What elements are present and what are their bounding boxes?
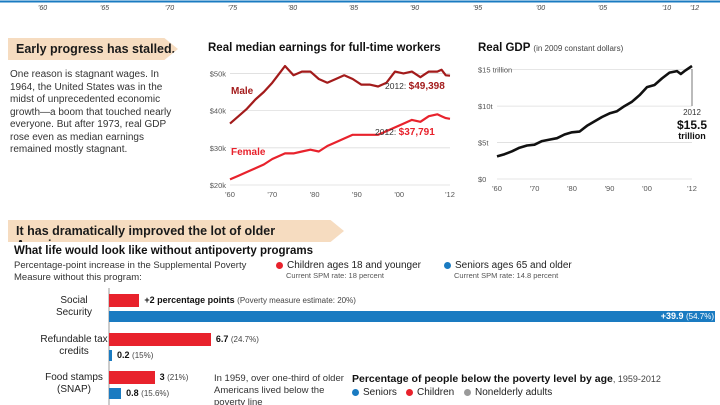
timeline-tick: '12 bbox=[690, 5, 699, 12]
series-line-female bbox=[229, 113, 451, 181]
x-tick-label: '90 bbox=[352, 190, 362, 199]
bar-value-label: 6.7 (24.7%) bbox=[215, 334, 259, 344]
antipoverty-title: What life would look like without antipo… bbox=[14, 245, 314, 257]
timeline-tick: '95 bbox=[473, 5, 482, 12]
male-label: Male bbox=[231, 86, 254, 97]
poverty-age-years: , 1959-2012 bbox=[612, 374, 661, 384]
timeline-tick: '80 bbox=[288, 5, 297, 12]
timeline-tick: '05 bbox=[598, 5, 607, 12]
age-seniors-label: Seniors bbox=[363, 387, 397, 398]
bar-seniors bbox=[109, 388, 122, 399]
program-label-2: Food stamps (SNAP) bbox=[45, 372, 103, 395]
bar-value-label: 0.2 (15%) bbox=[117, 350, 154, 360]
series-line-male bbox=[229, 64, 451, 125]
section-banner-improved: It has dramatically improved the lot of … bbox=[8, 220, 344, 242]
y-tick-label: $15 trillion bbox=[478, 66, 512, 75]
poverty-age-title: Percentage of people below the poverty l… bbox=[352, 373, 661, 385]
bar-value-label: 3 (21%) bbox=[159, 372, 189, 382]
series-line-real-gdp bbox=[496, 64, 693, 158]
antipoverty-subtitle: Percentage-point increase in the Supplem… bbox=[14, 260, 247, 283]
x-tick-label: '80 bbox=[310, 190, 320, 199]
x-tick-label: '12 bbox=[687, 184, 697, 193]
gdp-subtitle: (in 2009 constant dollars) bbox=[533, 44, 624, 53]
age-children-label: Children bbox=[417, 387, 455, 398]
legend-children-label: Children ages 18 and younger bbox=[287, 260, 421, 271]
timeline-tick: '85 bbox=[349, 5, 358, 12]
bar-value-label: 0.8 (15.6%) bbox=[126, 388, 170, 398]
program-axis bbox=[108, 288, 110, 405]
x-tick-label: '90 bbox=[605, 184, 615, 193]
age-nonelderly-dot bbox=[464, 388, 471, 396]
x-tick-label: '70 bbox=[530, 184, 540, 193]
male-2012-annotation: 2012: $49,398 bbox=[385, 81, 445, 92]
gdp-callout-value: $15.5 bbox=[677, 118, 707, 132]
legend-age-children: Children bbox=[406, 387, 454, 398]
legend-seniors-label: Seniors ages 65 and older bbox=[455, 260, 572, 271]
age-children-dot bbox=[406, 388, 413, 396]
bar-value-label: +2 percentage points (Poverty measure es… bbox=[144, 295, 356, 305]
x-tick-label: '00 bbox=[394, 190, 404, 199]
x-tick-label: '60 bbox=[492, 184, 502, 193]
female-2012-annotation: 2012: $37,791 bbox=[375, 127, 435, 138]
gdp-callout-year: 2012 bbox=[683, 108, 701, 117]
age-nonelderly-label: Nonelderly adults bbox=[475, 387, 553, 398]
bar-children bbox=[109, 294, 140, 307]
y-tick-label: $40k bbox=[210, 107, 227, 116]
timeline-tick: '65 bbox=[100, 5, 109, 12]
y-tick-label: $50k bbox=[210, 69, 227, 78]
timeline-axis: '60 '65 '70 '75 '80 '85 '90 '95 '00 '05 '10 '12 bbox=[0, 0, 720, 12]
x-tick-label: '00 bbox=[642, 184, 652, 193]
poverty-age-title-main: Percentage of people below the poverty l… bbox=[352, 373, 613, 385]
x-tick-label: '80 bbox=[567, 184, 577, 193]
y-tick-label: $20k bbox=[210, 181, 227, 190]
legend-age-seniors: Seniors bbox=[352, 387, 397, 398]
legend-seniors-note: Current SPM rate: 14.8 percent bbox=[454, 271, 559, 280]
program-label-1: Refundable tax credits bbox=[40, 334, 108, 357]
gdp-callout-unit: trillion bbox=[678, 131, 706, 141]
bar-children bbox=[109, 371, 155, 384]
early-progress-text: One reason is stagnant wages. In 1964, t… bbox=[10, 69, 172, 155]
bars-note: In 1959, over one-third of older America… bbox=[214, 373, 344, 405]
bar-seniors bbox=[109, 311, 716, 322]
timeline-tick: '70 bbox=[165, 5, 174, 12]
earnings-chart-title: Real median earnings for full-time worke… bbox=[208, 42, 441, 54]
gdp-chart: $15 trillion $10t $5t $0 '60 '70 '80 '90 '00 '12 2… bbox=[478, 64, 707, 193]
y-tick-label: $30k bbox=[210, 144, 227, 153]
timeline-tick: '60 bbox=[38, 5, 47, 12]
x-tick-label: '12 bbox=[445, 190, 455, 199]
earnings-chart: $50k $40k $30k $20k'60 '70 '80 '90 '00 '12 Male Fe… bbox=[210, 64, 455, 199]
bar-value-label: +39.9 (54.7%) bbox=[660, 311, 714, 321]
gdp-chart-title: Real GDP (in 2009 constant dollars) bbox=[478, 42, 623, 54]
female-label: Female bbox=[231, 147, 266, 158]
bar-seniors bbox=[109, 350, 113, 361]
x-tick-label: '60 bbox=[225, 190, 235, 199]
timeline-tick: '00 bbox=[536, 5, 545, 12]
legend-age-nonelderly: Nonelderly adults bbox=[464, 387, 552, 398]
age-seniors-dot bbox=[352, 388, 359, 396]
y-tick-label: $10t bbox=[478, 102, 494, 111]
legend-children: Children ages 18 and younger Current SPM… bbox=[276, 260, 421, 280]
legend-children-note: Current SPM rate: 18 percent bbox=[286, 271, 384, 280]
section-banner-early-progress: Early progress has stalled. bbox=[8, 38, 178, 60]
timeline-tick: '90 bbox=[410, 5, 419, 12]
timeline-tick: '75 bbox=[228, 5, 237, 12]
seniors-dot bbox=[444, 261, 451, 269]
y-tick-label: $5t bbox=[478, 139, 489, 148]
timeline-tick: '10 bbox=[662, 5, 671, 12]
gdp-title: Real GDP bbox=[478, 42, 531, 54]
legend-seniors: Seniors ages 65 and older Current SPM ra… bbox=[444, 260, 572, 280]
x-tick-label: '70 bbox=[267, 190, 277, 199]
bar-children bbox=[109, 333, 211, 346]
children-dot bbox=[276, 261, 283, 269]
y-tick-label: $0 bbox=[478, 175, 486, 184]
program-label-0: Social Security bbox=[55, 295, 93, 318]
